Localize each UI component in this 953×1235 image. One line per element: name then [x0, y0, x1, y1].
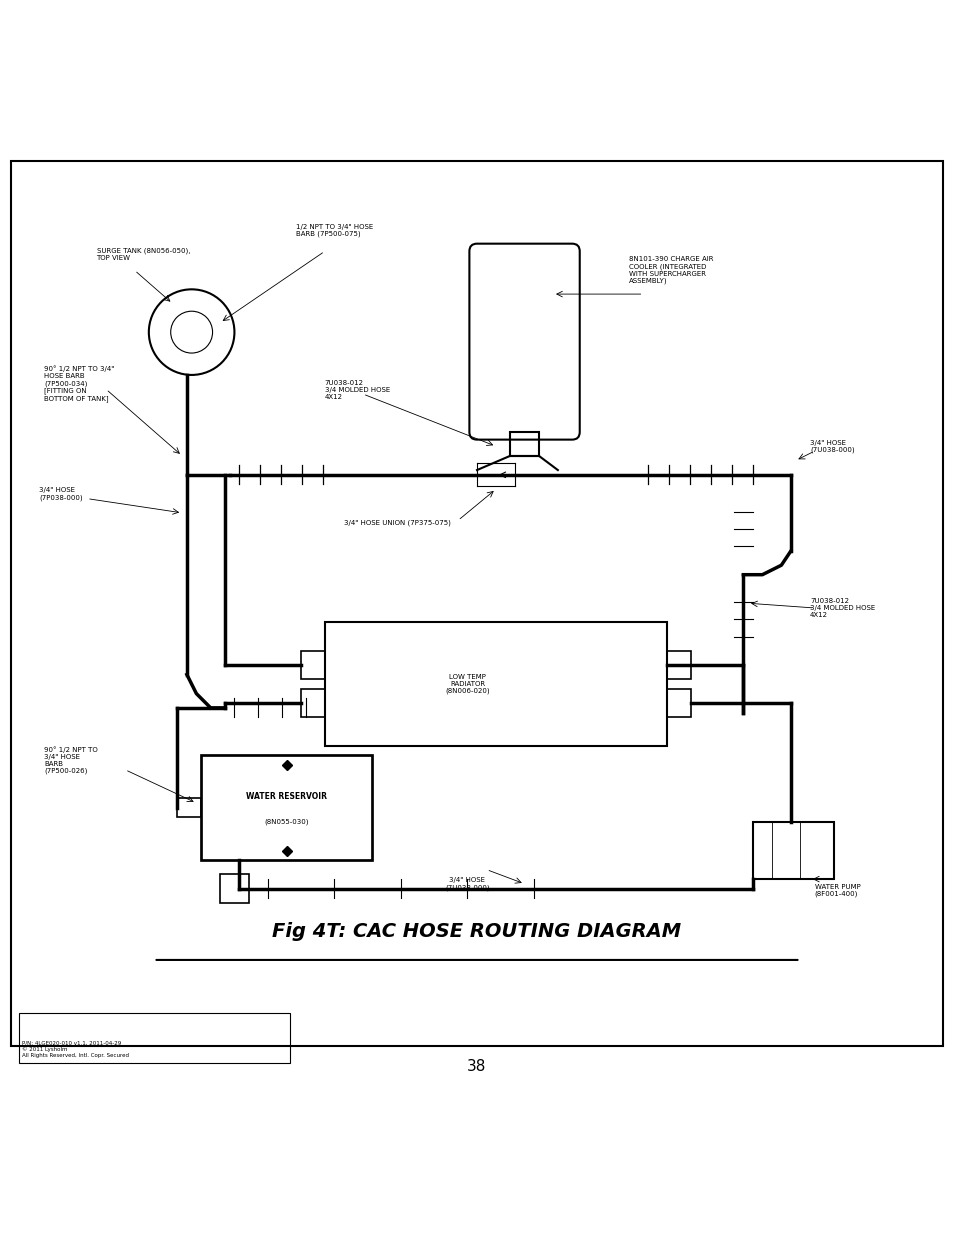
Text: 1/2 NPT TO 3/4" HOSE
BARB (7P500-075): 1/2 NPT TO 3/4" HOSE BARB (7P500-075)	[296, 224, 374, 237]
Text: WATER PUMP
(8F001-400): WATER PUMP (8F001-400)	[814, 884, 860, 898]
Text: 7U038-012
3/4 MOLDED HOSE
4X12: 7U038-012 3/4 MOLDED HOSE 4X12	[324, 379, 390, 400]
Text: 3/4" HOSE
(7P038-000): 3/4" HOSE (7P038-000)	[39, 487, 83, 500]
Bar	[301, 689, 324, 718]
Text: (8N055-030): (8N055-030)	[264, 819, 309, 825]
Text: WATER RESERVOIR: WATER RESERVOIR	[246, 792, 327, 800]
Bar	[201, 756, 372, 860]
Bar	[220, 874, 249, 903]
Text: 3/4" HOSE UNION (7P375-075): 3/4" HOSE UNION (7P375-075)	[343, 519, 450, 526]
Text: 90° 1/2 NPT TO 3/4"
HOSE BARB
(7P500-034)
[FITTING ON
BOTTOM OF TANK]: 90° 1/2 NPT TO 3/4" HOSE BARB (7P500-034…	[44, 366, 114, 403]
Text: 90° 1/2 NPT TO
3/4" HOSE
BARB
(7P500-026): 90° 1/2 NPT TO 3/4" HOSE BARB (7P500-026…	[44, 746, 98, 774]
Text: LOW TEMP
RADIATOR
(8N006-020): LOW TEMP RADIATOR (8N006-020)	[445, 674, 489, 694]
Text: 7U038-012
3/4 MOLDED HOSE
4X12: 7U038-012 3/4 MOLDED HOSE 4X12	[809, 598, 874, 618]
Bar	[666, 689, 690, 718]
Text: 38: 38	[467, 1058, 486, 1074]
Text: SURGE TANK (8N056-050),
TOP VIEW: SURGE TANK (8N056-050), TOP VIEW	[96, 247, 190, 261]
Text: Fig 4T: CAC HOSE ROUTING DIAGRAM: Fig 4T: CAC HOSE ROUTING DIAGRAM	[273, 921, 680, 941]
Bar	[752, 823, 833, 879]
Bar	[666, 651, 690, 679]
Bar	[510, 432, 538, 456]
Text: 3/4" HOSE
(7U038-000): 3/4" HOSE (7U038-000)	[809, 440, 854, 453]
Bar	[324, 622, 666, 746]
Bar	[301, 651, 324, 679]
Bar	[177, 798, 201, 818]
Text: 3/4" HOSE
(7U038-000): 3/4" HOSE (7U038-000)	[445, 877, 489, 890]
Text: 8N101-390 CHARGE AIR
COOLER (INTEGRATED
WITH SUPERCHARGER
ASSEMBLY): 8N101-390 CHARGE AIR COOLER (INTEGRATED …	[629, 256, 713, 284]
Text: P/N: 4LGE020-010 v1.1, 2011-04-29
© 2011 Lysholm
All Rights Reserved, Intl. Copr: P/N: 4LGE020-010 v1.1, 2011-04-29 © 2011…	[22, 1041, 130, 1058]
